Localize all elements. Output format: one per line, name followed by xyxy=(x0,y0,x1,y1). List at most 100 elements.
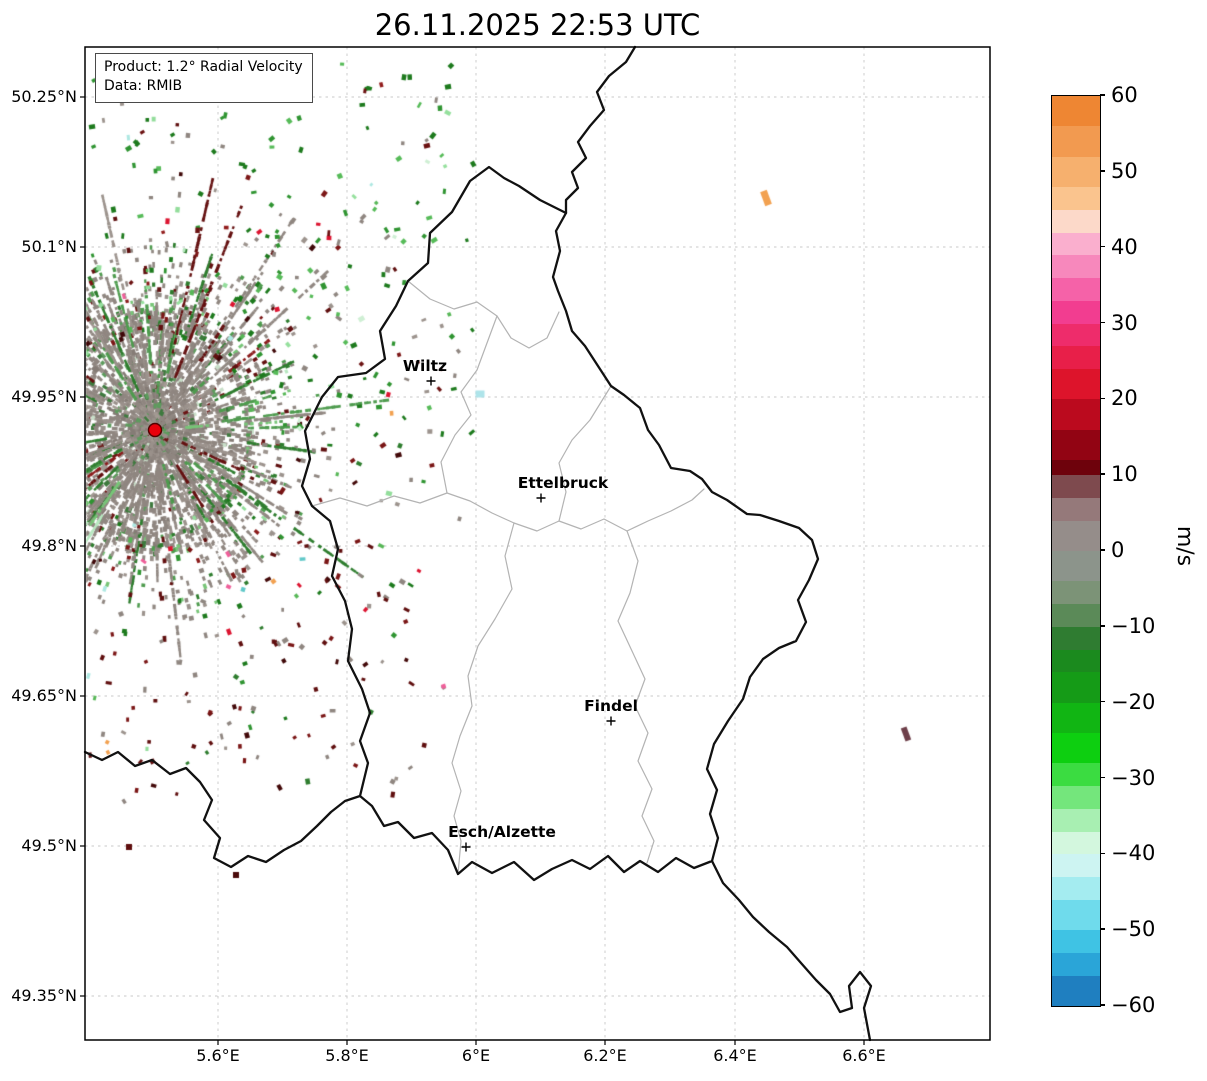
x-axis-tick-label: 6.2°E xyxy=(583,1046,627,1065)
colorbar-tick-mark xyxy=(1100,700,1105,703)
colorbar-tick-mark xyxy=(1100,94,1105,96)
colorbar-tick-label: −60 xyxy=(1111,993,1156,1017)
colorbar-segment xyxy=(1052,278,1100,302)
colorbar-segment xyxy=(1052,649,1100,673)
colorbar-unit-label: m/s xyxy=(1172,525,1198,567)
city-label: Wiltz xyxy=(403,357,447,375)
colorbar-tick-label: 60 xyxy=(1111,83,1138,107)
y-axis-tick-label: 49.5°N xyxy=(21,836,77,855)
colorbar-tick-mark xyxy=(1100,776,1105,779)
colorbar-segment xyxy=(1052,460,1100,476)
colorbar-tick-label: 20 xyxy=(1111,386,1138,411)
colorbar-segment xyxy=(1052,475,1100,499)
y-axis-tick-label: 49.65°N xyxy=(11,686,77,705)
city-label: Findel xyxy=(584,697,638,715)
x-axis-tick-label: 5.8°E xyxy=(325,1046,369,1065)
district-border xyxy=(311,488,705,532)
y-axis-tick-label: 50.25°N xyxy=(11,87,77,106)
y-axis-tick-label: 49.95°N xyxy=(11,387,77,406)
data-source-line: Data: RMIB xyxy=(104,78,183,95)
colorbar-segment xyxy=(1052,232,1100,256)
colorbar-segment xyxy=(1052,581,1100,605)
colorbar-segment xyxy=(1052,551,1100,582)
colorbar-tick-mark xyxy=(1100,625,1105,627)
city-marker xyxy=(606,716,616,726)
colorbar-segment xyxy=(1052,497,1100,522)
colorbar-tick-mark xyxy=(1100,1004,1105,1006)
city-marker xyxy=(426,376,436,386)
country-border xyxy=(710,859,873,1042)
radar-site-marker xyxy=(147,422,163,438)
country-border xyxy=(564,45,637,215)
colorbar-segment xyxy=(1052,899,1100,931)
y-axis-tick-label: 49.8°N xyxy=(21,536,77,555)
colorbar-segment xyxy=(1052,300,1100,324)
x-axis-tick-label: 6.4°E xyxy=(713,1046,757,1065)
colorbar-tick-label: −50 xyxy=(1111,917,1156,942)
colorbar-segment xyxy=(1052,733,1100,764)
colorbar-segment xyxy=(1052,604,1100,628)
colorbar-segment xyxy=(1052,854,1100,878)
colorbar-segment xyxy=(1052,952,1100,977)
colorbar-tick-mark xyxy=(1100,549,1105,551)
colorbar-segment xyxy=(1052,369,1100,400)
colorbar-tick-mark xyxy=(1100,473,1105,475)
x-axis-tick-label: 5.6°E xyxy=(196,1046,240,1065)
colorbar-tick-mark xyxy=(1100,928,1105,930)
colorbar-segment xyxy=(1052,255,1100,279)
product-info-box: Product: 1.2° Radial Velocity Data: RMIB xyxy=(95,53,313,103)
district-border xyxy=(558,385,612,522)
colorbar-segment xyxy=(1052,520,1100,552)
colorbar-tick-mark xyxy=(1100,852,1105,855)
colorbar-tick-mark xyxy=(1100,245,1105,248)
colorbar-segment xyxy=(1052,877,1100,901)
colorbar-segment xyxy=(1052,96,1100,127)
city-marker xyxy=(536,493,546,503)
colorbar-tick-label: −40 xyxy=(1111,841,1156,866)
colorbar-segment xyxy=(1052,672,1100,704)
colorbar-segment xyxy=(1052,346,1100,370)
colorbar-tick-label: −30 xyxy=(1111,765,1156,790)
district-border xyxy=(440,315,498,494)
colorbar-segment xyxy=(1052,763,1100,787)
colorbar-segment xyxy=(1052,831,1100,855)
colorbar-segment xyxy=(1052,930,1100,954)
colorbar-segment xyxy=(1052,323,1100,347)
colorbar-tick-label: 0 xyxy=(1111,538,1125,562)
plot-frame xyxy=(84,46,991,1041)
city-marker xyxy=(461,842,471,852)
colorbar-tick-label: −10 xyxy=(1111,613,1156,638)
colorbar-tick-label: 50 xyxy=(1111,158,1138,183)
colorbar-segment xyxy=(1052,786,1100,810)
colorbar-segment xyxy=(1052,156,1100,188)
country-border xyxy=(83,750,362,869)
x-axis-tick-label: 6.6°E xyxy=(842,1046,886,1065)
city-label: Ettelbruck xyxy=(518,474,609,492)
colorbar-tick-label: −20 xyxy=(1111,689,1156,714)
colorbar-tick-label: 40 xyxy=(1111,234,1138,259)
colorbar-segment xyxy=(1052,126,1100,158)
district-border xyxy=(451,522,515,875)
colorbar-segment xyxy=(1052,702,1100,734)
colorbar-tick-mark xyxy=(1100,321,1105,324)
district-border xyxy=(407,280,560,349)
colorbar-segment xyxy=(1052,808,1100,833)
colorbar xyxy=(1051,95,1101,1007)
colorbar-segment xyxy=(1052,975,1100,1006)
country-border xyxy=(300,165,820,882)
colorbar-tick-label: 30 xyxy=(1111,310,1138,335)
y-axis-tick-label: 50.1°N xyxy=(21,237,77,256)
x-axis-tick-label: 6°E xyxy=(461,1046,491,1065)
colorbar-segment xyxy=(1052,399,1100,431)
city-label: Esch/Alzette xyxy=(448,823,556,841)
colorbar-tick-label: 10 xyxy=(1111,462,1138,487)
colorbar-segment xyxy=(1052,429,1100,461)
colorbar-segment xyxy=(1052,187,1100,211)
district-border xyxy=(617,530,655,864)
colorbar-segment xyxy=(1052,209,1100,233)
colorbar-segment xyxy=(1052,626,1100,651)
y-axis-tick-label: 49.35°N xyxy=(11,986,77,1005)
